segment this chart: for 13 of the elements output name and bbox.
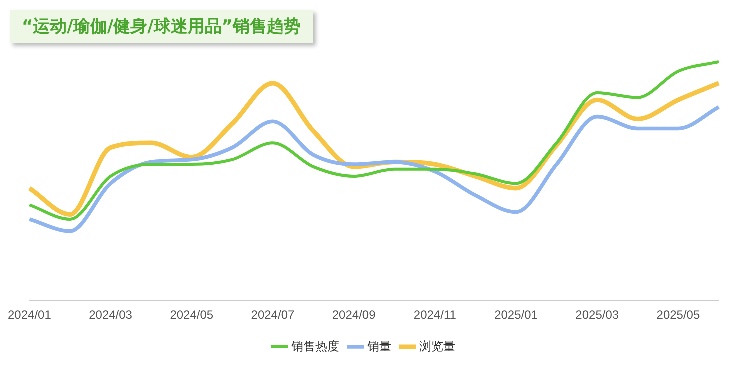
- x-tick-label: 2024/07: [251, 308, 295, 322]
- x-tick-label: 2025/01: [494, 308, 538, 322]
- x-tick-label: 2024/05: [170, 308, 214, 322]
- legend-label: 销售热度: [290, 339, 340, 354]
- legend-label: 浏览量: [420, 339, 456, 354]
- x-tick-label: 2025/05: [656, 308, 700, 322]
- x-tick-label: 2025/03: [576, 308, 620, 322]
- x-tick-label: 2024/03: [89, 308, 133, 322]
- x-tick-label: 2024/11: [414, 308, 457, 322]
- chart-title: “运动/瑜伽/健身/球迷用品”销售趋势: [10, 10, 313, 43]
- legend-label: 销量: [366, 339, 392, 354]
- x-tick-label: 2024/01: [8, 308, 52, 322]
- x-tick-label: 2024/09: [332, 308, 376, 322]
